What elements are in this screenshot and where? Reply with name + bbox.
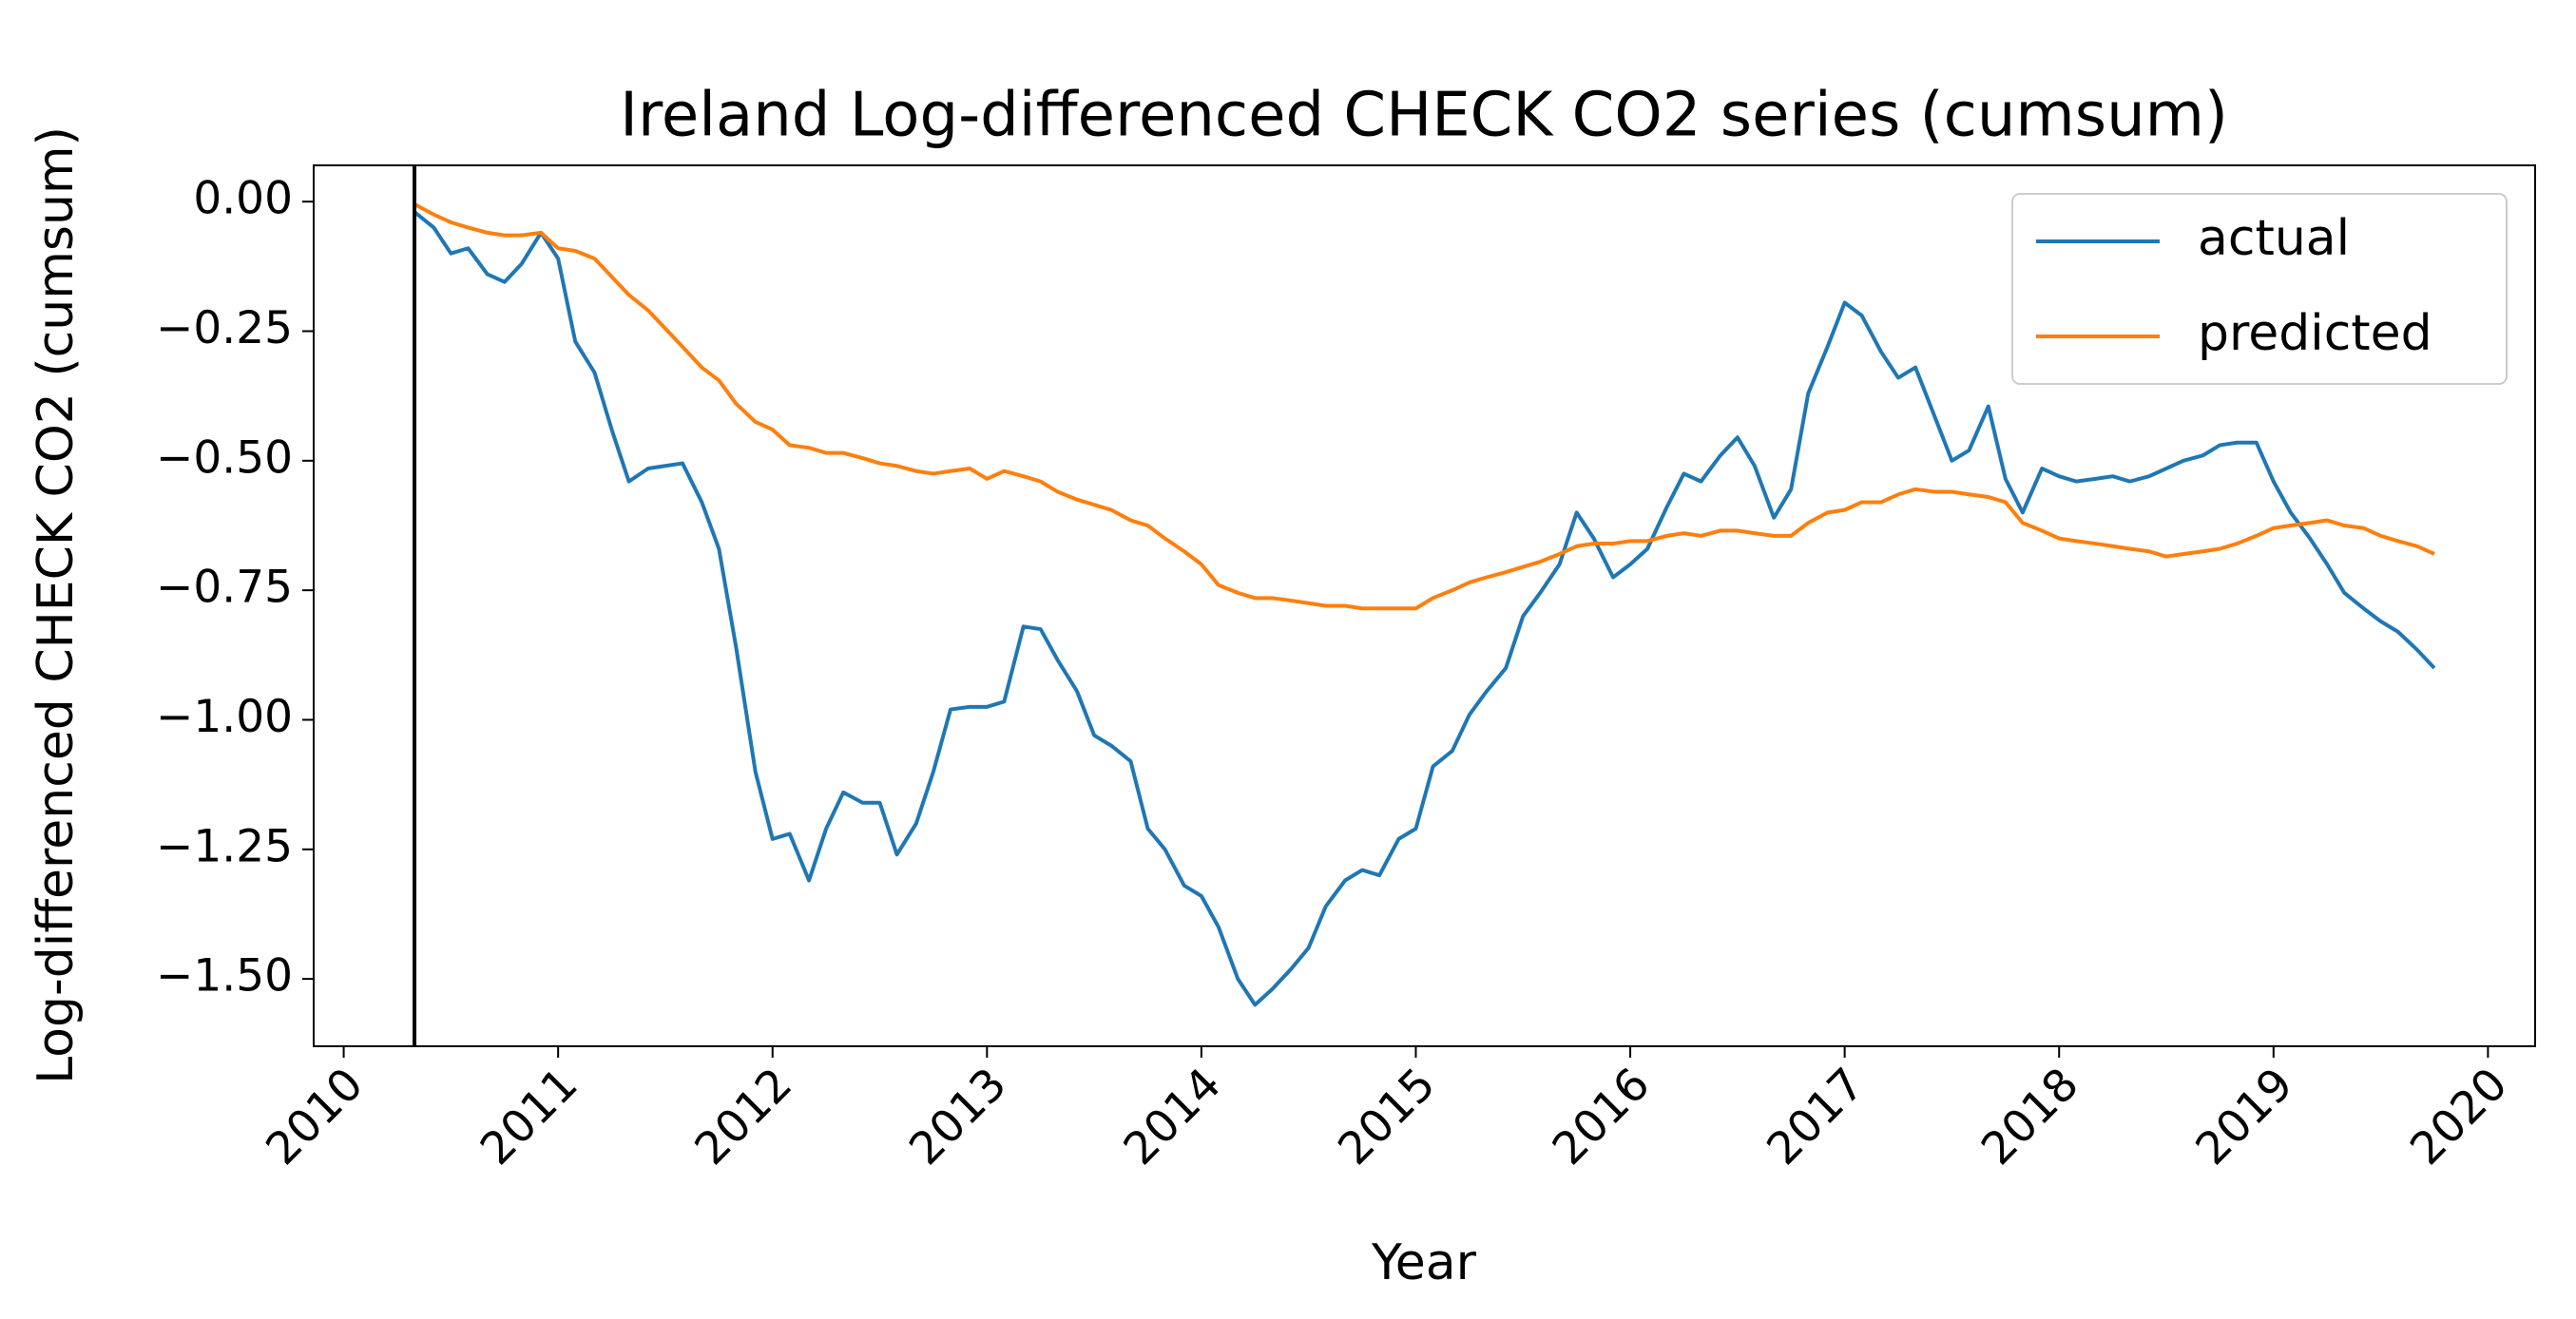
y-tick-label: −1.25 bbox=[156, 820, 293, 872]
plot-frame bbox=[313, 164, 2536, 1047]
series-line bbox=[413, 210, 2436, 1007]
y-tick-label: −0.25 bbox=[156, 302, 293, 354]
x-axis-label: Year bbox=[1371, 1234, 1477, 1291]
legend-label: actual bbox=[2198, 210, 2350, 267]
y-tick-label: −1.00 bbox=[156, 691, 293, 743]
y-tick-label: −0.75 bbox=[156, 562, 293, 614]
legend-label: predicted bbox=[2198, 305, 2432, 362]
series-line bbox=[413, 202, 2435, 611]
chart-title: Ireland Log-differenced CHECK CO2 series… bbox=[620, 81, 2228, 151]
y-tick-label: 0.00 bbox=[193, 173, 293, 225]
y-axis-label: Log-differenced CHECK CO2 (cumsum) bbox=[28, 126, 85, 1084]
y-tick-label: −0.50 bbox=[156, 431, 293, 484]
y-tick-label: −1.50 bbox=[156, 950, 293, 1003]
